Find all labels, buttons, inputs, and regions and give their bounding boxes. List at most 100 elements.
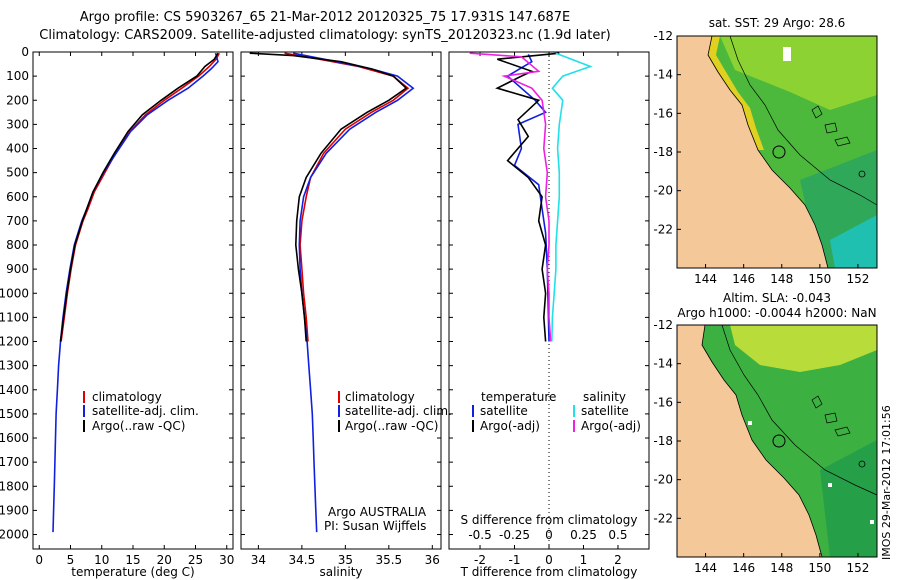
temperature-x-label: temperature (deg C) xyxy=(71,565,194,579)
sst-land xyxy=(677,36,828,268)
x-tick-label: 15 xyxy=(125,553,140,567)
imos-timestamp: IMOS 29-Mar-2012 17:01:56 xyxy=(880,405,893,560)
sla-map-ticks: 144 146 148 150 152 -12 -14 -16 -18 -20 -22 xyxy=(653,318,869,575)
sla-missing-data xyxy=(870,520,874,524)
legend-label-argo: Argo(..raw -QC) xyxy=(345,419,438,433)
float-pi-label: PI: Susan Wijffels xyxy=(324,519,426,533)
depth-tick-label: 1300 xyxy=(0,359,29,373)
x-tick-label: 34 xyxy=(251,553,266,567)
x-tick-label: 5 xyxy=(67,553,75,567)
series-climatology xyxy=(60,52,221,342)
legend-heading-temperature: temperature xyxy=(481,390,556,404)
depth-tick-label: 0 xyxy=(21,45,29,59)
x-tick-label: 35 xyxy=(338,553,353,567)
depth-tick-label: 400 xyxy=(6,142,29,156)
depth-tick-label: 800 xyxy=(6,238,29,252)
map-lon-label: 150 xyxy=(808,272,831,286)
salinity-difference-tick-label: 0.25 xyxy=(570,528,597,542)
legend-label-sal-satellite: satellite xyxy=(581,404,629,418)
sla-high-patch xyxy=(730,325,877,372)
sst-map-title: sat. SST: 29 Argo: 28.6 xyxy=(709,16,846,30)
depth-tick-label: 1000 xyxy=(0,286,29,300)
depth-tick-label: 1400 xyxy=(0,383,29,397)
map-lat-label: -16 xyxy=(653,106,673,120)
map-lon-label: 152 xyxy=(846,272,869,286)
x-tick-label: 20 xyxy=(157,553,172,567)
salinity-difference-tick-label: 0.5 xyxy=(608,528,627,542)
sla-shelf-contour xyxy=(721,324,878,496)
salinity-difference-tick-label: 0 xyxy=(545,528,553,542)
sla-map-title-line-2: Argo h1000: -0.0044 h2000: NaN xyxy=(677,306,876,320)
salinity-difference-tick-label: -0.25 xyxy=(499,528,530,542)
figure-title-line-2: Climatology: CARS2009. Satellite-adjuste… xyxy=(39,28,611,43)
legend-label-temp-satellite: satellite xyxy=(480,404,528,418)
difference-legend: temperature salinity satellite Argo(-adj… xyxy=(472,390,641,433)
sst-secondary-marker xyxy=(858,170,866,178)
legend-label-sal-argo: Argo(-adj) xyxy=(581,419,641,433)
x-tick-label: -2 xyxy=(474,553,486,567)
sst-map-ticks: 144 146 148 150 152 -12 -14 -16 -18 -20 -22 xyxy=(653,29,869,286)
x-tick-label: 0 xyxy=(545,553,553,567)
sla-map-title-line-1: Altim. SLA: -0.043 xyxy=(723,291,831,305)
x-tick-label: -1 xyxy=(509,553,521,567)
sst-coastline xyxy=(707,35,829,269)
sla-low-patch xyxy=(820,440,877,557)
depth-tick-label: 1200 xyxy=(0,335,29,349)
map-lon-label: 144 xyxy=(694,561,717,575)
sla-map: Altim. SLA: -0.043 Argo h1000: -0.0044 h… xyxy=(653,291,878,575)
x-tick-label: 0 xyxy=(35,553,43,567)
map-lon-label: 148 xyxy=(770,272,793,286)
temperature-legend: climatology satellite-adj. clim. Argo(..… xyxy=(83,390,199,433)
depth-tick-label: 500 xyxy=(6,166,29,180)
salinity-x-axis: 34 34.5 35 35.5 36 xyxy=(251,52,440,567)
depth-tick-label: 1500 xyxy=(0,407,29,421)
salinity-axes-frame xyxy=(240,51,442,550)
salinity-difference-label: S difference from climatology xyxy=(461,513,638,527)
map-lon-label: 144 xyxy=(694,272,717,286)
x-tick-label: 1 xyxy=(580,553,588,567)
map-lat-label: -14 xyxy=(653,68,673,82)
legend-heading-salinity: salinity xyxy=(583,390,626,404)
sla-coastline xyxy=(701,324,823,558)
series-salinity-argo xyxy=(469,52,552,342)
difference-x-axis: -2 -1 0 1 2 xyxy=(474,52,622,567)
sst-shelf-contour xyxy=(729,35,878,206)
map-lat-label: -22 xyxy=(653,511,673,525)
x-tick-label: 35.5 xyxy=(375,553,402,567)
difference-series xyxy=(469,52,593,342)
series-temperature-argo xyxy=(495,52,560,342)
sst-reef-outline xyxy=(811,105,851,147)
map-lat-label: -12 xyxy=(653,318,673,332)
sst-warm-patch xyxy=(720,36,877,110)
x-tick-label: 2 xyxy=(614,553,622,567)
float-program-label: Argo AUSTRALIA xyxy=(328,505,427,519)
series-argo-raw-qc- xyxy=(249,52,408,342)
sla-secondary-marker xyxy=(858,460,866,468)
salinity-x-label: salinity xyxy=(319,565,362,579)
depth-tick-label: 1900 xyxy=(0,503,29,517)
depth-tick-label: 200 xyxy=(6,93,29,107)
map-lon-label: 152 xyxy=(846,561,869,575)
sst-argo-position-marker xyxy=(772,145,786,159)
x-tick-label: 25 xyxy=(188,553,203,567)
map-lat-label: -12 xyxy=(653,29,673,43)
sla-land xyxy=(677,325,822,557)
salinity-panel: 34 34.5 35 35.5 36 climatology satellite-adj… xyxy=(240,51,452,579)
map-lat-label: -18 xyxy=(653,145,673,159)
depth-tick-label: 1700 xyxy=(0,455,29,469)
salinity-difference-tick-label: -0.5 xyxy=(468,528,491,542)
temperature-series xyxy=(52,52,221,533)
sla-reef-outline xyxy=(811,395,851,437)
depth-axis: 0 100 200 300 400 500 600 700 800 900 1000 1100 1200… xyxy=(0,45,233,542)
sst-map: sat. SST: 29 Argo: 28.6 144 146 148 150 152 -… xyxy=(653,16,878,286)
legend-label-argo: Argo(..raw -QC) xyxy=(92,419,185,433)
salinity-difference-ticks: -0.5 -0.25 0 0.25 0.5 xyxy=(468,528,627,542)
difference-panel: -2 -1 0 1 2 temperature salinity satellite A… xyxy=(448,51,650,579)
depth-tick-label: 1800 xyxy=(0,479,29,493)
sst-cyan-patch xyxy=(830,215,877,268)
sla-argo-position-marker xyxy=(772,434,786,448)
series-salinity-satellite xyxy=(551,52,593,342)
temperature-difference-label: T difference from climatology xyxy=(460,565,638,579)
depth-tick-label: 600 xyxy=(6,190,29,204)
difference-depth-ticks xyxy=(449,51,649,536)
